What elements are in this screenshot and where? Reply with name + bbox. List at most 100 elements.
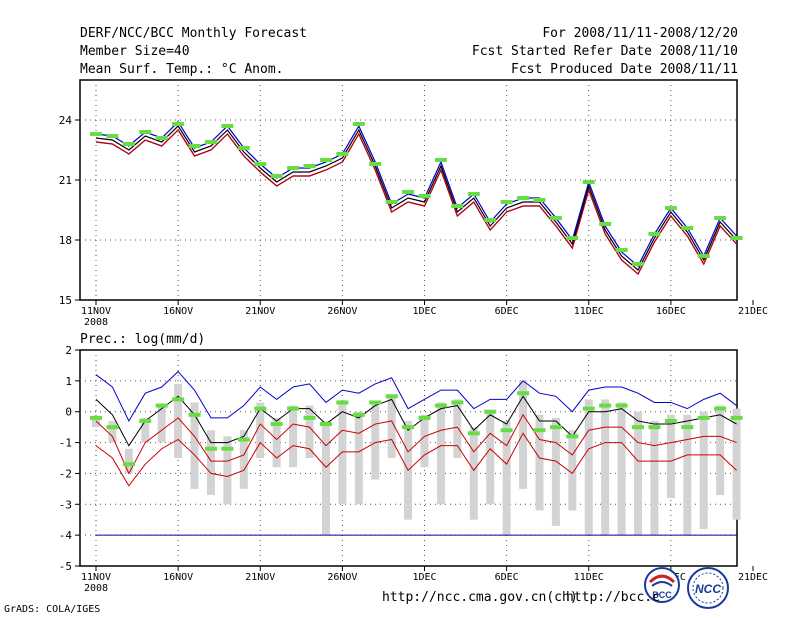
precip-spread-bar: [272, 417, 281, 468]
precip-spread-bar: [371, 402, 380, 480]
precip-observed-marker: [648, 425, 661, 430]
precip-spread-bar: [239, 430, 248, 489]
precip-spread-bar: [502, 420, 511, 536]
temp-observed-marker: [336, 152, 349, 156]
precip-observed-marker: [451, 400, 464, 405]
precip-observed-marker: [172, 397, 185, 402]
temp-observed-marker: [697, 254, 710, 258]
precip-xtick-label: 21DEC: [738, 572, 768, 583]
precip-ytick-label: 2: [65, 344, 72, 357]
precip-observed-marker: [730, 415, 743, 420]
precip-observed-marker: [664, 418, 677, 423]
chart-title: DERF/NCC/BCC Monthly Forecast: [80, 26, 307, 41]
precip-observed-marker: [221, 446, 234, 451]
precip-ytick-label: 1: [65, 375, 72, 388]
precip-spread-bar: [206, 430, 215, 496]
precip-spread-bar: [732, 408, 741, 520]
temp-observed-marker: [664, 206, 677, 210]
ncc-logo-text: NCC: [695, 582, 721, 596]
temp-observed-marker: [188, 144, 201, 148]
precip-observed-marker: [434, 403, 447, 408]
precip-observed-marker: [566, 434, 579, 439]
precip-series-mean-line: [95, 395, 737, 447]
temp-observed-marker: [287, 166, 300, 170]
precip-spread-bar: [535, 414, 544, 511]
ncc-logo: NCC: [687, 567, 729, 609]
precip-spread-bar: [174, 383, 183, 458]
precip-observed-marker: [188, 412, 201, 417]
precip-observed-marker: [254, 406, 267, 411]
precip-observed-marker: [303, 415, 316, 420]
precip-observed-marker: [352, 412, 365, 417]
temp-xtick-label: 16NOV: [163, 306, 193, 317]
precip-ytick-label: -5: [59, 560, 72, 573]
precip-series-upper-line: [95, 370, 737, 423]
precip-spread-bar: [486, 411, 495, 505]
precip-observed-marker: [204, 446, 217, 451]
temp-observed-marker: [352, 122, 365, 126]
precip-observed-marker: [402, 425, 415, 430]
temp-observed-marker: [204, 140, 217, 144]
precip-observed-marker: [599, 403, 612, 408]
temp-observed-marker: [385, 200, 398, 204]
precip-xtick-label: 1DEC: [412, 572, 436, 583]
precip-spread-bar: [519, 380, 528, 489]
forecast-period-label: For 2008/11/11-2008/12/20: [542, 26, 738, 41]
temp-observed-marker: [582, 180, 595, 184]
precip-observed-marker: [681, 425, 694, 430]
temp-observed-marker: [418, 194, 431, 198]
temp-ytick-label: 18: [59, 234, 72, 247]
temp-ytick-label: 15: [59, 294, 72, 307]
bcc-logo-text: BCC: [652, 590, 672, 600]
precip-spread-bar: [699, 411, 708, 529]
precip-spread-bar: [387, 396, 396, 458]
temp-observed-marker: [730, 236, 743, 240]
temp-observed-marker: [632, 262, 645, 266]
grads-credit: GrADS: COLA/IGES: [4, 604, 101, 615]
precip-spread-bar: [289, 405, 298, 468]
temp-xtick-label: 6DEC: [495, 306, 519, 317]
precip-observed-marker: [533, 428, 546, 433]
precip-observed-marker: [714, 406, 727, 411]
precip-spread-bar: [321, 420, 330, 536]
footer-url-bcc[interactable]: http://bcc.c: [566, 590, 660, 605]
temp-observed-marker: [319, 158, 332, 162]
temp-observed-marker: [402, 190, 415, 194]
temp-xtick-label: 26NOV: [327, 306, 357, 317]
temp-xtick-label: 21NOV: [245, 306, 275, 317]
precip-spread-bar: [568, 430, 577, 511]
precip-series-lower1-line: [95, 413, 737, 475]
temp-observed-marker: [90, 132, 102, 136]
precip-spread-bar: [354, 411, 363, 505]
temp-observed-marker: [566, 236, 579, 240]
precip-xtick-label: 11DEC: [574, 572, 604, 583]
temp-observed-marker: [155, 136, 168, 140]
precip-spread-bar: [223, 436, 232, 505]
temp-observed-marker: [369, 162, 382, 166]
precip-spread-bar: [157, 405, 166, 443]
temp-ytick-label: 24: [59, 114, 73, 127]
precip-observed-marker: [106, 425, 119, 430]
precip-spread-bar: [551, 417, 560, 526]
precip-ytick-label: -4: [59, 529, 73, 542]
temp-observed-marker: [500, 200, 513, 204]
temp-xtick-label: 16DEC: [656, 306, 686, 317]
forecast-produced-label: Fcst Produced Date 2008/11/11: [511, 62, 738, 77]
precip-series-lower2-line: [95, 432, 737, 487]
footer-url-ch[interactable]: http://ncc.cma.gov.cn(ch): [382, 590, 578, 605]
precip-observed-marker: [139, 418, 152, 423]
precip-spread-bar: [634, 411, 643, 536]
precip-observed-marker: [336, 400, 349, 405]
precip-spread-bar: [601, 399, 610, 536]
precip-observed-marker: [500, 428, 513, 433]
temp-observed-marker: [106, 134, 119, 138]
precip-spread-bar: [650, 420, 659, 536]
precip-panel-title: Prec.: log(mm/d): [80, 332, 206, 347]
temp-series-mean-line: [95, 125, 738, 271]
bcc-logo: BCC: [644, 567, 680, 603]
precip-xtick-sublabel: 2008: [84, 583, 108, 594]
precip-spread-bar: [108, 420, 117, 443]
temp-observed-marker: [681, 226, 694, 230]
precip-ytick-label: -2: [59, 467, 72, 480]
